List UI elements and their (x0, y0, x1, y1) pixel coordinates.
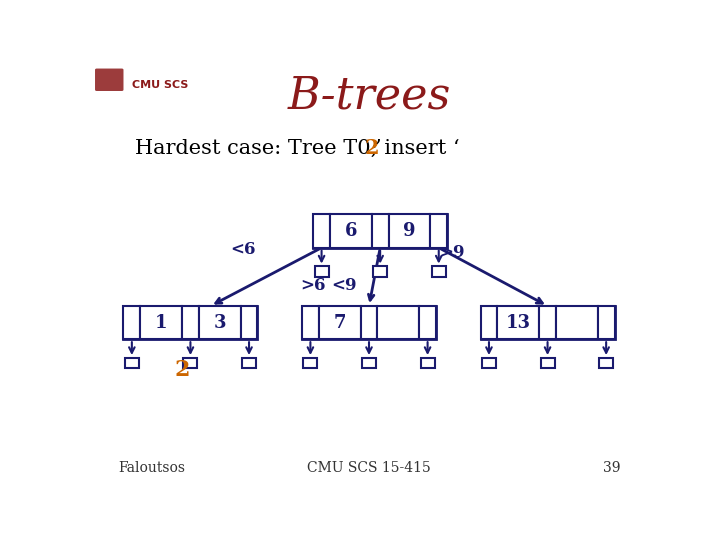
Text: B-trees: B-trees (287, 75, 451, 118)
Bar (481, 306, 615, 339)
Bar (313, 214, 330, 248)
Text: Faloutsos: Faloutsos (118, 461, 185, 475)
Text: 39: 39 (603, 461, 620, 475)
Text: >9: >9 (438, 244, 464, 261)
Text: CMU SCS: CMU SCS (132, 80, 188, 90)
Bar (315, 266, 328, 277)
Bar (140, 306, 182, 339)
FancyBboxPatch shape (95, 69, 124, 91)
Bar (240, 306, 258, 339)
Bar (361, 306, 377, 339)
Bar (372, 214, 389, 248)
Bar (199, 306, 240, 339)
Bar (389, 214, 431, 248)
Bar (302, 306, 436, 339)
Bar (556, 306, 598, 339)
Bar (124, 306, 258, 339)
Bar (481, 306, 498, 339)
Text: 2: 2 (174, 360, 190, 381)
Bar (242, 358, 256, 368)
Bar (125, 358, 139, 368)
Text: 9: 9 (403, 222, 415, 240)
Bar (432, 266, 446, 277)
Bar (419, 306, 436, 339)
Bar (362, 358, 376, 368)
Bar (319, 306, 361, 339)
Text: 3: 3 (214, 314, 226, 332)
Bar (498, 306, 539, 339)
Text: 6: 6 (345, 222, 357, 240)
Bar (598, 306, 615, 339)
Bar (302, 306, 319, 339)
Bar (377, 306, 419, 339)
Text: >6: >6 (300, 276, 326, 294)
Text: 13: 13 (505, 314, 531, 332)
Bar (431, 214, 447, 248)
Bar (541, 358, 554, 368)
Bar (184, 358, 197, 368)
Bar (420, 358, 435, 368)
Bar (330, 214, 372, 248)
Text: Hardest case: Tree T0; insert ‘: Hardest case: Tree T0; insert ‘ (135, 138, 459, 158)
Text: 1: 1 (155, 314, 167, 332)
Text: 7: 7 (333, 314, 346, 332)
Bar (303, 358, 318, 368)
Bar (599, 358, 613, 368)
Bar (373, 266, 387, 277)
Bar (539, 306, 556, 339)
Bar (313, 214, 447, 248)
Bar (182, 306, 199, 339)
Text: ’: ’ (374, 138, 381, 158)
Text: 2: 2 (364, 138, 379, 158)
Text: <9: <9 (331, 276, 356, 294)
Text: <6: <6 (230, 241, 256, 258)
Bar (124, 306, 140, 339)
Bar (482, 358, 496, 368)
Text: CMU SCS 15-415: CMU SCS 15-415 (307, 461, 431, 475)
